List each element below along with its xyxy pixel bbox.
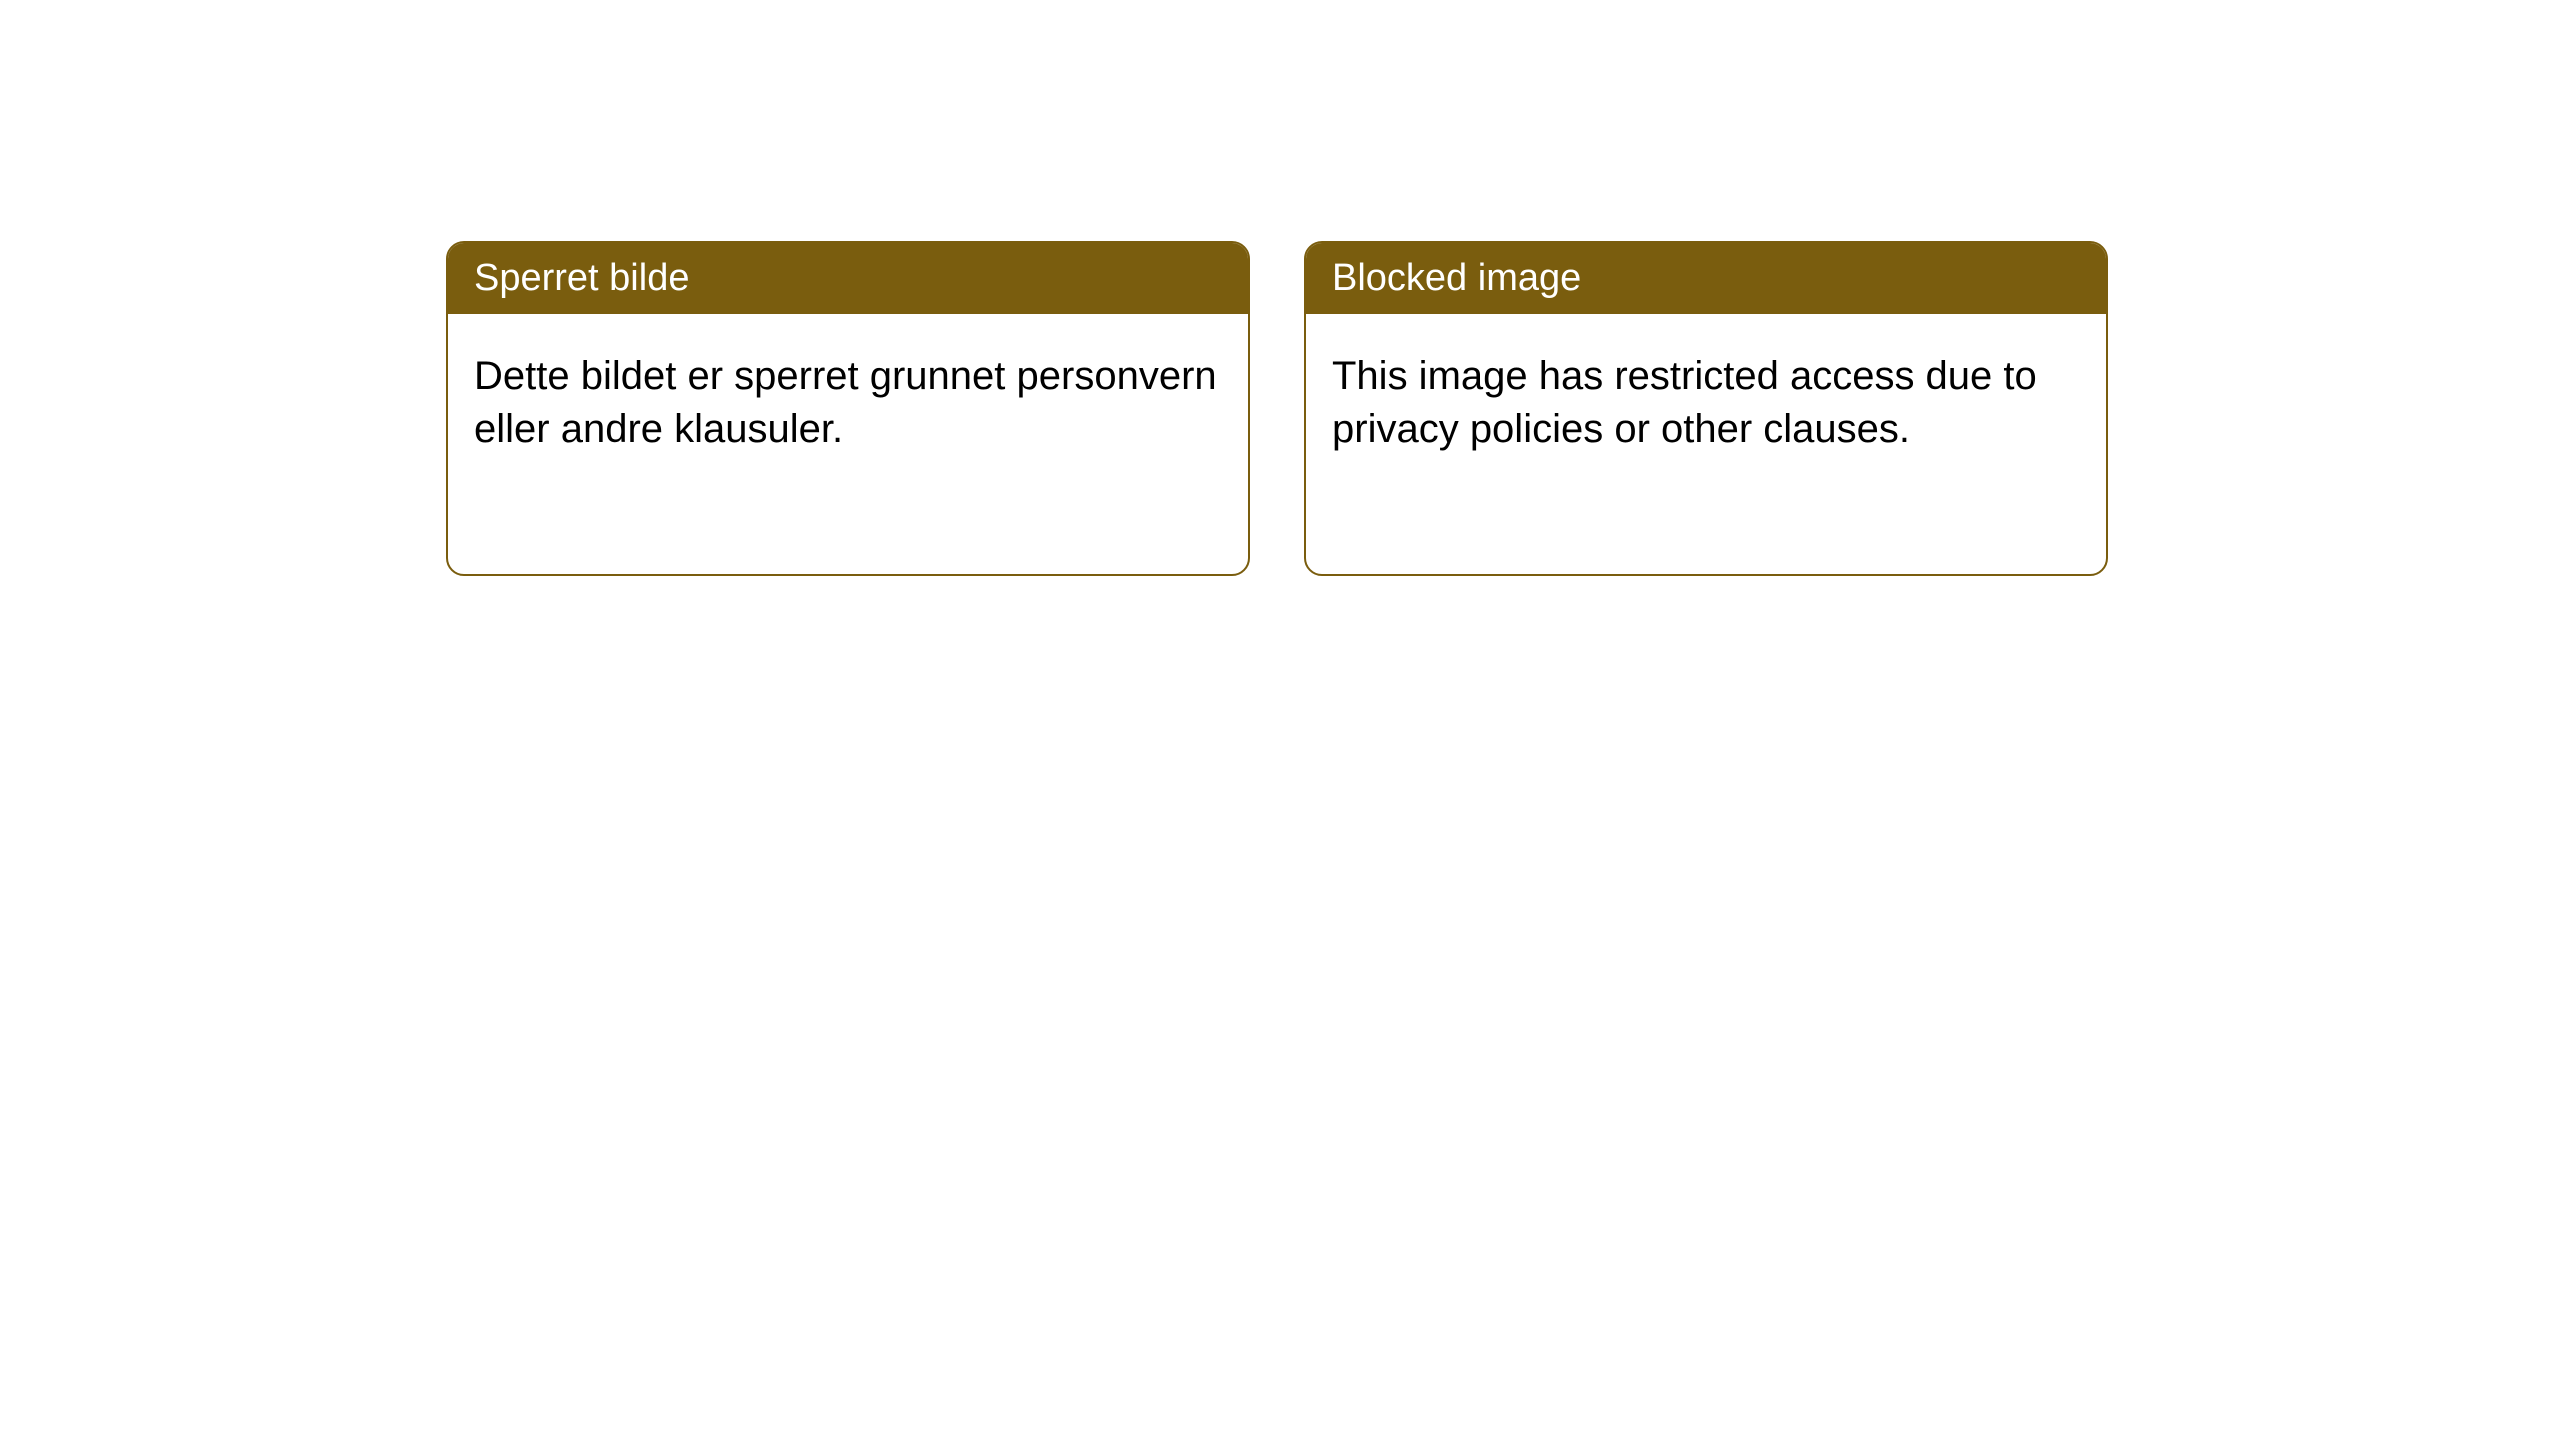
card-message-norwegian: Dette bildet er sperret grunnet personve… [474,354,1217,451]
card-header-english: Blocked image [1306,243,2106,314]
notice-card-norwegian: Sperret bilde Dette bildet er sperret gr… [446,241,1250,576]
card-title-english: Blocked image [1332,257,1581,299]
notice-card-english: Blocked image This image has restricted … [1304,241,2108,576]
notice-cards-container: Sperret bilde Dette bildet er sperret gr… [446,241,2108,576]
card-body-english: This image has restricted access due to … [1306,314,2106,492]
card-header-norwegian: Sperret bilde [448,243,1248,314]
card-title-norwegian: Sperret bilde [474,257,689,299]
card-body-norwegian: Dette bildet er sperret grunnet personve… [448,314,1248,492]
card-message-english: This image has restricted access due to … [1332,354,2037,451]
